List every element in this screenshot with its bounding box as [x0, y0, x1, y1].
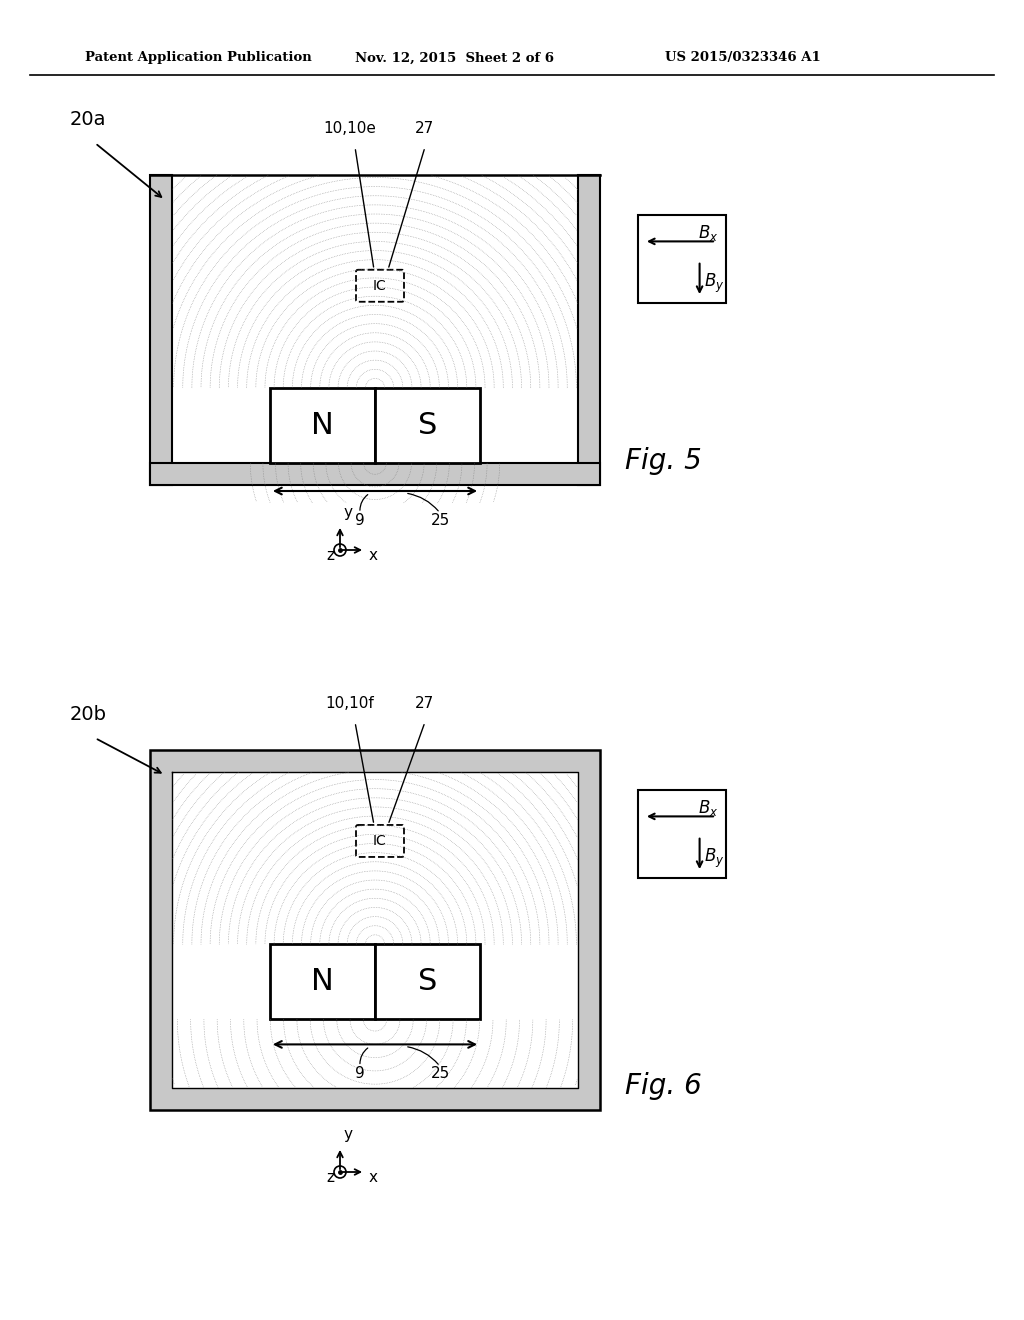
Text: N: N: [311, 411, 334, 440]
Text: Fig. 5: Fig. 5: [625, 447, 701, 475]
Bar: [150, 176, 172, 484]
Text: Patent Application Publication: Patent Application Publication: [85, 51, 311, 65]
Text: US 2015/0323346 A1: US 2015/0323346 A1: [665, 51, 821, 65]
Text: 27: 27: [416, 121, 434, 136]
Text: 27: 27: [416, 696, 434, 711]
Text: S: S: [418, 411, 437, 440]
Circle shape: [334, 1166, 346, 1177]
Text: $B_x$: $B_x$: [697, 799, 718, 818]
Text: $B_y$: $B_y$: [703, 847, 724, 870]
Bar: [638, 215, 726, 304]
Bar: [150, 750, 600, 1110]
Bar: [578, 176, 600, 484]
Text: y: y: [343, 506, 352, 520]
Circle shape: [334, 544, 346, 556]
Bar: [638, 789, 726, 878]
Text: Fig. 6: Fig. 6: [625, 1072, 701, 1100]
Text: 25: 25: [430, 1067, 450, 1081]
Text: 10,10e: 10,10e: [324, 121, 377, 136]
Bar: [150, 463, 600, 484]
Bar: [270, 944, 375, 1019]
Text: IC: IC: [373, 279, 387, 293]
Text: S: S: [418, 968, 437, 997]
Text: 20b: 20b: [70, 705, 106, 723]
Text: Nov. 12, 2015  Sheet 2 of 6: Nov. 12, 2015 Sheet 2 of 6: [355, 51, 554, 65]
Text: x: x: [369, 548, 378, 562]
Text: $B_y$: $B_y$: [703, 272, 724, 294]
Text: 9: 9: [355, 1067, 365, 1081]
Bar: [172, 772, 578, 1088]
Bar: [270, 388, 375, 463]
Text: 9: 9: [355, 513, 365, 528]
FancyBboxPatch shape: [356, 825, 404, 857]
Text: 20a: 20a: [70, 110, 106, 129]
Text: z: z: [326, 548, 334, 562]
Text: 25: 25: [430, 513, 450, 528]
Text: x: x: [369, 1170, 378, 1184]
Bar: [375, 944, 480, 1019]
Bar: [375, 388, 480, 463]
FancyBboxPatch shape: [356, 269, 404, 302]
Text: y: y: [343, 1127, 352, 1142]
Text: N: N: [311, 968, 334, 997]
Text: z: z: [326, 1170, 334, 1184]
Text: IC: IC: [373, 834, 387, 847]
Text: $B_x$: $B_x$: [697, 223, 718, 243]
Bar: [150, 176, 600, 484]
Text: 10,10f: 10,10f: [326, 696, 375, 711]
